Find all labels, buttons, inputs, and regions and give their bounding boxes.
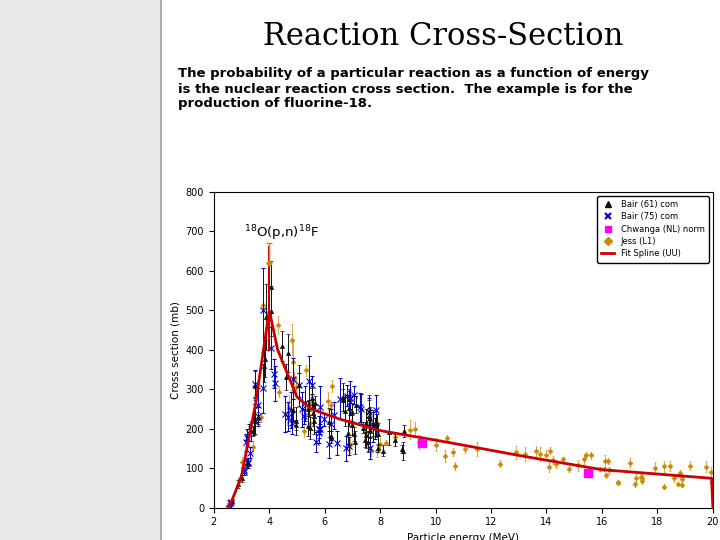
Text: Reaction Cross-Section: Reaction Cross-Section bbox=[264, 21, 624, 52]
Fit Spline (UU) bbox=[530, 455, 539, 461]
Text: Stopping Power: Stopping Power bbox=[8, 269, 82, 279]
Text: IAEA: IAEA bbox=[83, 28, 115, 40]
Text: Particle Range: Particle Range bbox=[8, 293, 76, 302]
X-axis label: Particle energy (MeV): Particle energy (MeV) bbox=[408, 533, 519, 540]
Line: Chwanga (NL) norm: Chwanga (NL) norm bbox=[418, 438, 593, 477]
Fit Spline (UU) bbox=[575, 463, 583, 469]
Text: Radiopharmaceutical
Production: Radiopharmaceutical Production bbox=[24, 84, 135, 105]
Chwanga (NL) norm bbox=[584, 469, 593, 476]
Text: STOP: STOP bbox=[69, 526, 91, 532]
Fit Spline (UU) bbox=[382, 429, 391, 435]
Text: ◄: ◄ bbox=[73, 488, 80, 496]
Text: .org: .org bbox=[83, 41, 102, 51]
FancyBboxPatch shape bbox=[14, 471, 50, 512]
Circle shape bbox=[74, 406, 86, 447]
FancyBboxPatch shape bbox=[59, 471, 94, 512]
Line: Fit Spline (UU): Fit Spline (UU) bbox=[228, 312, 713, 507]
Legend: Bair (61) com, Bair (75) com, Chwanga (NL) norm, Jess (L1), Fit Spline (UU): Bair (61) com, Bair (75) com, Chwanga (N… bbox=[598, 196, 708, 262]
Text: Q- values: Q- values bbox=[8, 222, 53, 231]
Fit Spline (UU) bbox=[708, 503, 717, 510]
Text: Contents: Contents bbox=[8, 174, 50, 184]
FancyBboxPatch shape bbox=[82, 362, 116, 402]
Text: ►: ► bbox=[117, 488, 123, 496]
Text: Target Physics: Target Physics bbox=[8, 148, 94, 159]
Fit Spline (UU) bbox=[283, 370, 292, 376]
Text: Nuclear Reaction: Nuclear Reaction bbox=[8, 198, 89, 207]
FancyBboxPatch shape bbox=[102, 471, 138, 512]
Text: Literature: Literature bbox=[8, 388, 55, 397]
FancyBboxPatch shape bbox=[0, 0, 160, 68]
Text: The probability of a particular reaction as a function of energy
is the nuclear : The probability of a particular reaction… bbox=[178, 68, 649, 111]
Fit Spline (UU) bbox=[417, 434, 426, 441]
Text: Energy Straggling: Energy Straggling bbox=[8, 317, 93, 326]
FancyBboxPatch shape bbox=[43, 359, 117, 413]
Text: International Atomic Energy Agency: International Atomic Energy Agency bbox=[83, 53, 172, 58]
Text: Multiple Scattering: Multiple Scattering bbox=[8, 341, 98, 350]
Text: Reaction Cross Section: Reaction Cross Section bbox=[8, 246, 130, 255]
Text: |◄: |◄ bbox=[27, 488, 36, 496]
Text: Saturation Yields: Saturation Yields bbox=[8, 364, 88, 374]
Fit Spline (UU) bbox=[223, 503, 232, 510]
FancyBboxPatch shape bbox=[44, 362, 78, 402]
Chwanga (NL) norm bbox=[418, 440, 426, 446]
Fit Spline (UU) bbox=[577, 463, 586, 469]
Y-axis label: Cross section (mb): Cross section (mb) bbox=[170, 301, 180, 399]
Fit Spline (UU) bbox=[265, 308, 274, 315]
FancyBboxPatch shape bbox=[52, 427, 108, 464]
Text: $^{18}$O(p,n)$^{18}$F: $^{18}$O(p,n)$^{18}$F bbox=[244, 223, 319, 243]
